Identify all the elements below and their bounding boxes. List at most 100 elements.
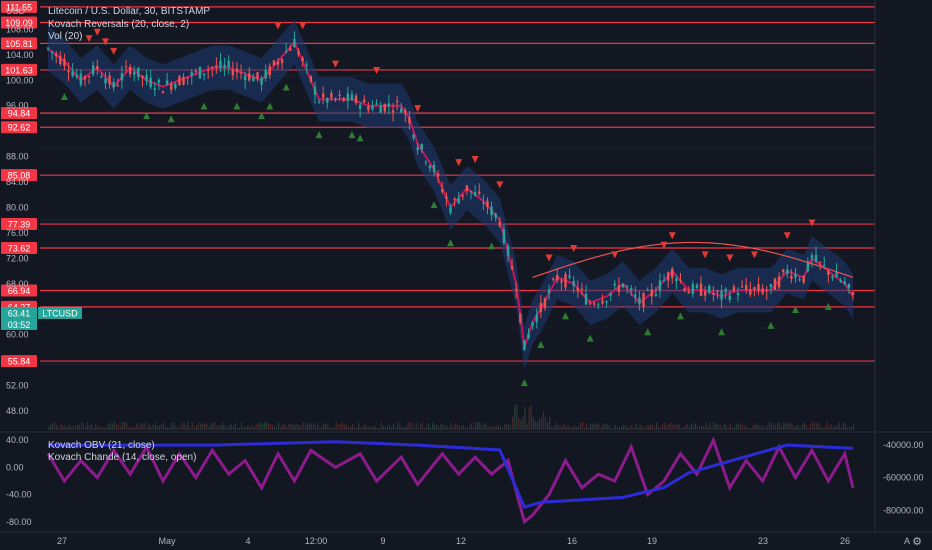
level-badge <box>1 0 37 13</box>
candle-body <box>506 245 510 256</box>
candle-body <box>724 288 727 293</box>
volume-bar <box>524 406 526 430</box>
volume-bar <box>557 424 559 430</box>
symbol-legend[interactable]: Litecoin / U.S. Dollar, 30, BITSTAMP <box>48 6 211 17</box>
sell-arrow <box>611 251 619 259</box>
volume-bar <box>329 427 331 430</box>
volume-bar <box>165 427 167 430</box>
candle-body <box>847 283 851 289</box>
volume-bar <box>670 422 672 430</box>
volume-bar <box>561 427 563 430</box>
volume-bar <box>740 423 742 430</box>
volume-bar <box>774 425 777 430</box>
candle-body <box>580 288 584 290</box>
buy-arrow <box>60 93 68 101</box>
candle-body <box>740 286 744 288</box>
volume-bar <box>462 425 465 430</box>
volume-bar <box>834 426 836 430</box>
volume-bars <box>48 404 855 430</box>
volume-bar <box>434 424 436 430</box>
auto-scale-button[interactable]: A <box>903 536 910 546</box>
candle-body <box>473 191 477 196</box>
volume-bar <box>82 423 85 430</box>
volume-bar <box>390 427 393 430</box>
candle-body <box>367 106 370 111</box>
volume-bar <box>742 425 744 430</box>
volume-bar <box>78 424 81 430</box>
candle-body <box>301 57 304 62</box>
price-tick-label: 104.00 <box>6 50 34 60</box>
candle-body <box>404 110 407 114</box>
candle-body <box>695 284 699 288</box>
volume-bar <box>366 426 368 430</box>
volume-bar <box>91 424 93 430</box>
candle-body <box>293 38 296 48</box>
volume-bar <box>152 424 154 430</box>
volume-bar <box>530 405 532 430</box>
volume-bar <box>481 425 483 430</box>
gear-icon[interactable]: ⚙ <box>912 536 922 548</box>
osc-tick-label: 40.00 <box>6 435 29 445</box>
volume-bar <box>349 426 352 430</box>
level-badge <box>1 37 37 50</box>
volume-bar <box>134 426 136 430</box>
candle-body <box>157 79 161 83</box>
candle-body <box>551 278 555 280</box>
volume-bar <box>327 423 329 430</box>
candle-body <box>576 287 580 292</box>
volume-bar <box>600 427 602 430</box>
volume-bar <box>627 427 629 430</box>
volume-bar <box>789 422 791 430</box>
sell-arrow <box>660 241 668 249</box>
volume-bar <box>657 426 660 430</box>
volume-bar <box>738 424 740 430</box>
volume-bar <box>522 416 524 430</box>
volume-bar <box>807 427 810 430</box>
candle-body <box>691 283 695 294</box>
reversals-legend[interactable]: Kovach Reversals (20, close, 2) <box>48 19 190 30</box>
volume-bar <box>206 423 208 430</box>
volume-bar <box>514 404 516 430</box>
buy-arrow <box>200 102 208 110</box>
volume-bar <box>491 426 493 430</box>
candle-body <box>363 99 366 103</box>
volume-bar <box>824 426 826 430</box>
vol-legend[interactable]: Vol (20) <box>48 31 83 42</box>
volume-bar <box>395 427 397 430</box>
candle-body <box>153 88 156 91</box>
volume-bar <box>331 427 333 430</box>
candle-body <box>342 97 345 101</box>
candle-body <box>588 303 592 305</box>
candle-body <box>128 66 132 75</box>
buy-arrow <box>356 134 364 142</box>
volume-bar <box>762 425 764 430</box>
volume-bar <box>429 427 432 430</box>
volume-bar <box>454 422 456 430</box>
level-badge <box>1 218 37 231</box>
volume-bar <box>397 422 399 430</box>
volume-bar <box>633 427 635 430</box>
candle-body <box>408 117 411 124</box>
candle-body <box>498 221 501 226</box>
volume-bar <box>676 424 678 430</box>
candle-body <box>124 66 128 68</box>
volume-bar <box>259 422 261 430</box>
chande-legend[interactable]: Kovach Chande (14, close, open) <box>48 452 197 463</box>
volume-bar <box>505 424 508 430</box>
candle-body <box>223 64 226 68</box>
volume-bar <box>224 425 226 430</box>
volume-bar <box>273 427 276 430</box>
volume-bar <box>542 411 545 430</box>
candle-body <box>798 279 801 281</box>
volume-bar <box>779 422 781 430</box>
candle-body <box>75 74 78 77</box>
sell-arrow <box>102 38 109 46</box>
volume-bar <box>312 422 315 430</box>
obv-legend[interactable]: Kovach OBV (21, close) <box>48 440 155 451</box>
buy-arrow <box>167 115 175 123</box>
volume-bar <box>136 423 138 430</box>
volume-bar <box>232 426 235 430</box>
volume-bar <box>97 426 99 430</box>
volume-bar <box>128 427 130 430</box>
